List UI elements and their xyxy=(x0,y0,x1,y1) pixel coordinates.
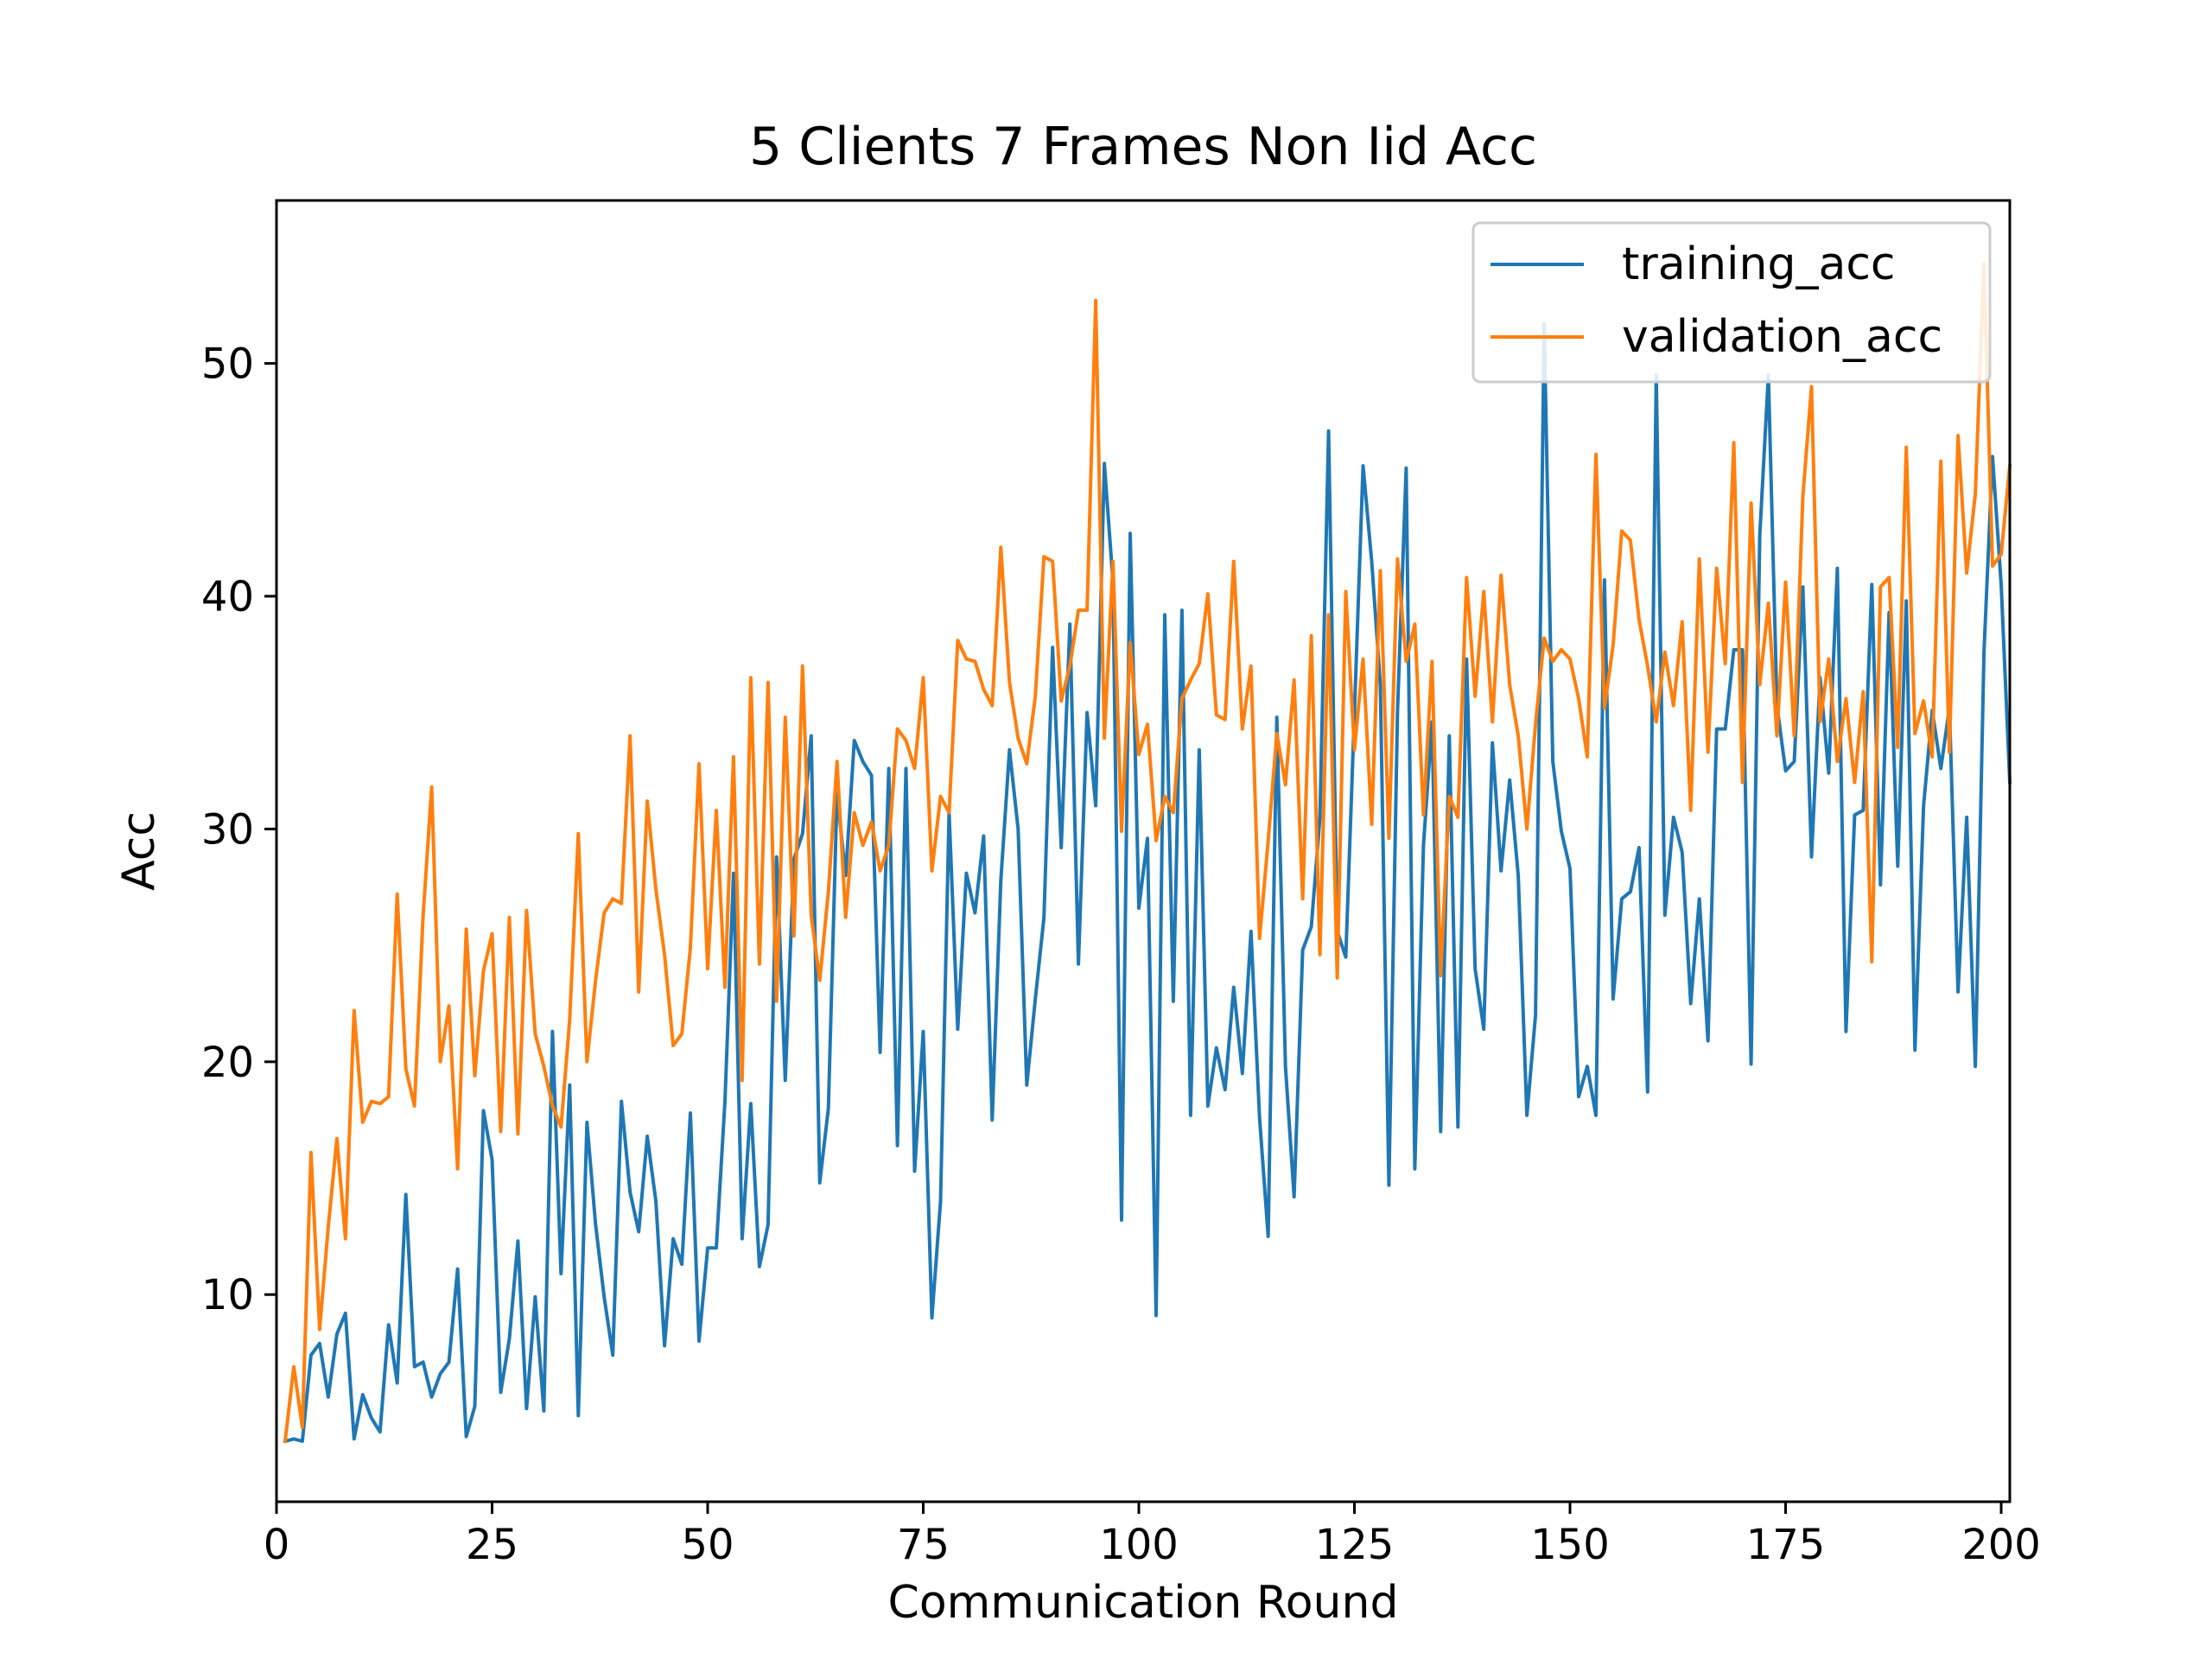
x-tick-label: 0 xyxy=(264,1521,290,1569)
series-line-validation_acc xyxy=(283,261,2012,1444)
x-axis-label: Communication Round xyxy=(888,1577,1399,1629)
series-line-training_acc xyxy=(283,321,2012,1444)
x-tick-label: 175 xyxy=(1746,1521,1826,1569)
x-tick-label: 200 xyxy=(1961,1521,2041,1569)
y-axis-label: Acc xyxy=(113,811,165,891)
legend-label-training_acc: training_acc xyxy=(1622,238,1896,290)
x-tick-label: 125 xyxy=(1315,1521,1395,1569)
y-tick-label: 50 xyxy=(201,340,254,389)
legend-box xyxy=(1471,221,1992,384)
y-tick-label: 40 xyxy=(201,573,254,621)
legend: training_acc validation_acc xyxy=(1471,221,1992,384)
chart-title: 5 Clients 7 Frames Non Iid Acc xyxy=(749,117,1537,177)
y-tick-label: 30 xyxy=(201,805,254,854)
x-tick-label: 75 xyxy=(897,1521,950,1569)
y-tick-label: 10 xyxy=(201,1271,254,1319)
plot-area: 0 25 50 75 100 125 150 175 200 10 20 30 40 50 xyxy=(201,199,2041,1569)
axes-frame xyxy=(275,199,2012,1503)
legend-label-validation_acc: validation_acc xyxy=(1622,311,1942,363)
x-tick-label: 50 xyxy=(681,1521,734,1569)
x-tick-label: 150 xyxy=(1530,1521,1610,1569)
x-tick-label: 25 xyxy=(466,1521,518,1569)
x-tick-label: 100 xyxy=(1099,1521,1179,1569)
y-tick-label: 20 xyxy=(201,1039,254,1087)
